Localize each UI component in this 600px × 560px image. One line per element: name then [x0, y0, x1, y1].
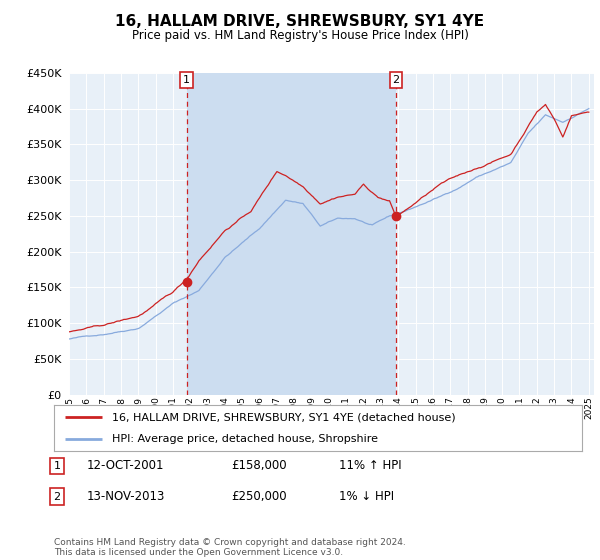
- Text: 16, HALLAM DRIVE, SHREWSBURY, SY1 4YE (detached house): 16, HALLAM DRIVE, SHREWSBURY, SY1 4YE (d…: [112, 412, 456, 422]
- Bar: [187, 73, 396, 395]
- Text: £250,000: £250,000: [231, 490, 287, 503]
- Text: HPI: Average price, detached house, Shropshire: HPI: Average price, detached house, Shro…: [112, 435, 378, 444]
- Text: 12-OCT-2001: 12-OCT-2001: [87, 459, 164, 473]
- Text: 11% ↑ HPI: 11% ↑ HPI: [339, 459, 401, 473]
- Text: 1: 1: [183, 75, 190, 85]
- Text: £158,000: £158,000: [231, 459, 287, 473]
- Text: Contains HM Land Registry data © Crown copyright and database right 2024.
This d: Contains HM Land Registry data © Crown c…: [54, 538, 406, 557]
- Text: 2: 2: [53, 492, 61, 502]
- Text: 13-NOV-2013: 13-NOV-2013: [87, 490, 166, 503]
- Text: Price paid vs. HM Land Registry's House Price Index (HPI): Price paid vs. HM Land Registry's House …: [131, 29, 469, 42]
- Text: 16, HALLAM DRIVE, SHREWSBURY, SY1 4YE: 16, HALLAM DRIVE, SHREWSBURY, SY1 4YE: [115, 14, 485, 29]
- Text: 1: 1: [53, 461, 61, 471]
- Text: 1% ↓ HPI: 1% ↓ HPI: [339, 490, 394, 503]
- Text: 2: 2: [392, 75, 400, 85]
